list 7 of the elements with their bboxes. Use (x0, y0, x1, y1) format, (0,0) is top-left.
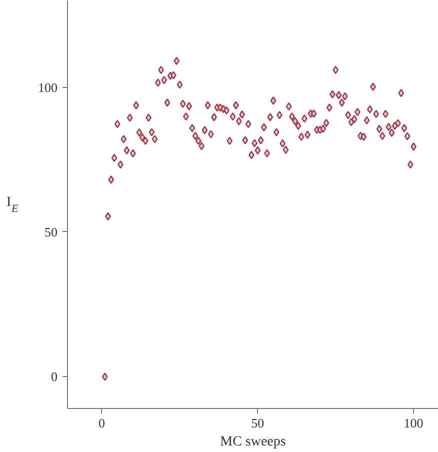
x-axis-title: MC sweeps (220, 434, 286, 450)
y-tick-label: 50 (44, 224, 58, 240)
y-tick-label: 0 (51, 369, 58, 384)
x-tick-label: 0 (98, 416, 106, 430)
x-tick-label: 100 (404, 416, 424, 430)
y-tick-label: 100 (38, 80, 58, 95)
x-tick-label: 50 (251, 416, 264, 430)
